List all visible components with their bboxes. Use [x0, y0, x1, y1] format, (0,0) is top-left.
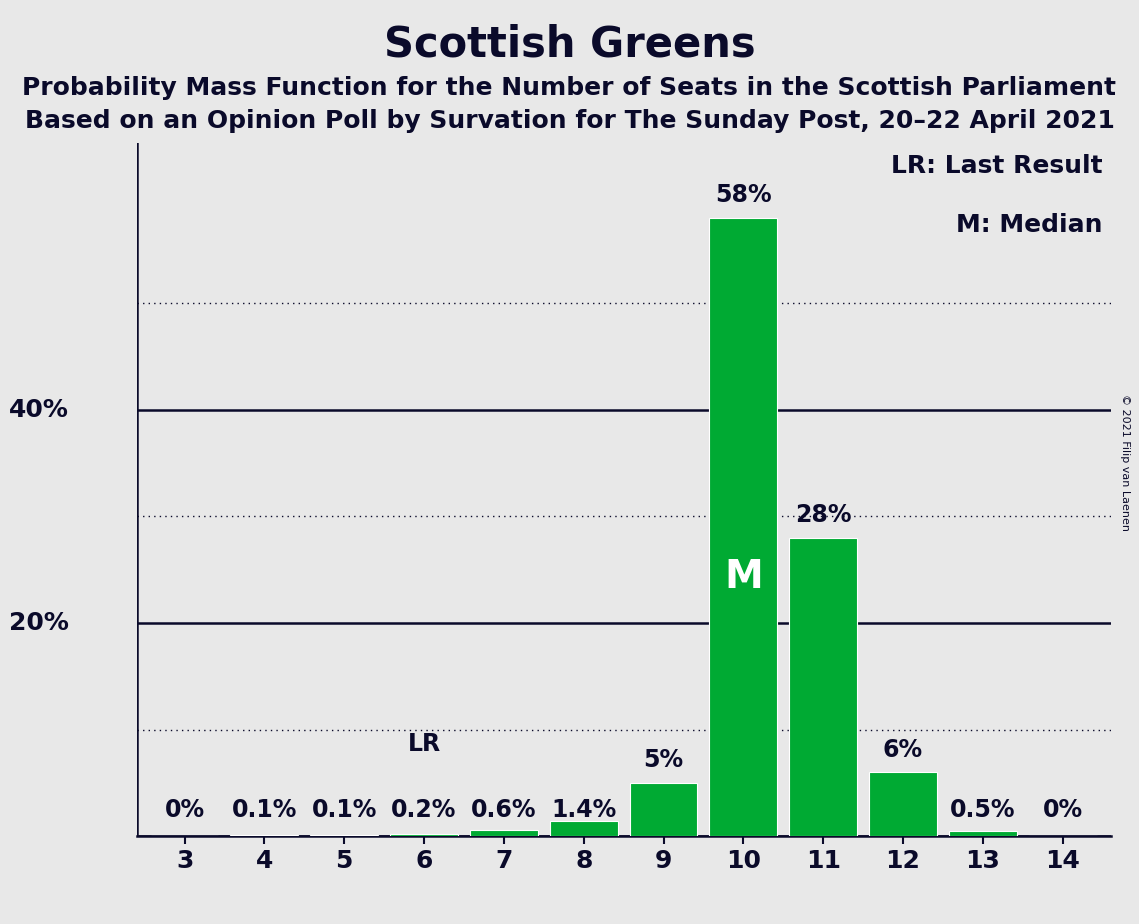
- Text: 5%: 5%: [644, 748, 683, 772]
- Text: LR: Last Result: LR: Last Result: [891, 154, 1103, 178]
- Text: 28%: 28%: [795, 503, 852, 527]
- Text: 0.2%: 0.2%: [392, 797, 457, 821]
- Text: 58%: 58%: [715, 183, 771, 207]
- Bar: [470, 830, 538, 836]
- Bar: [869, 772, 937, 836]
- Bar: [949, 831, 1017, 836]
- Bar: [310, 835, 378, 836]
- Text: 20%: 20%: [9, 611, 68, 635]
- Bar: [710, 218, 777, 836]
- Text: 0%: 0%: [164, 797, 205, 821]
- Text: 6%: 6%: [883, 737, 923, 761]
- Text: 0.1%: 0.1%: [312, 797, 377, 821]
- Text: 0.1%: 0.1%: [231, 797, 297, 821]
- Text: 0%: 0%: [1042, 797, 1083, 821]
- Bar: [230, 835, 298, 836]
- Text: 0.5%: 0.5%: [950, 797, 1016, 821]
- Bar: [630, 783, 697, 836]
- Text: 0.6%: 0.6%: [472, 797, 536, 821]
- Text: Probability Mass Function for the Number of Seats in the Scottish Parliament: Probability Mass Function for the Number…: [23, 76, 1116, 100]
- Text: LR: LR: [408, 732, 441, 756]
- Text: 1.4%: 1.4%: [551, 797, 616, 821]
- Bar: [550, 821, 617, 836]
- Bar: [789, 538, 857, 836]
- Text: M: Median: M: Median: [956, 213, 1103, 237]
- Bar: [391, 834, 458, 836]
- Text: © 2021 Filip van Laenen: © 2021 Filip van Laenen: [1120, 394, 1130, 530]
- Text: M: M: [724, 557, 763, 595]
- Text: Scottish Greens: Scottish Greens: [384, 23, 755, 65]
- Text: 40%: 40%: [9, 397, 68, 421]
- Text: Based on an Opinion Poll by Survation for The Sunday Post, 20–22 April 2021: Based on an Opinion Poll by Survation fo…: [25, 109, 1114, 133]
